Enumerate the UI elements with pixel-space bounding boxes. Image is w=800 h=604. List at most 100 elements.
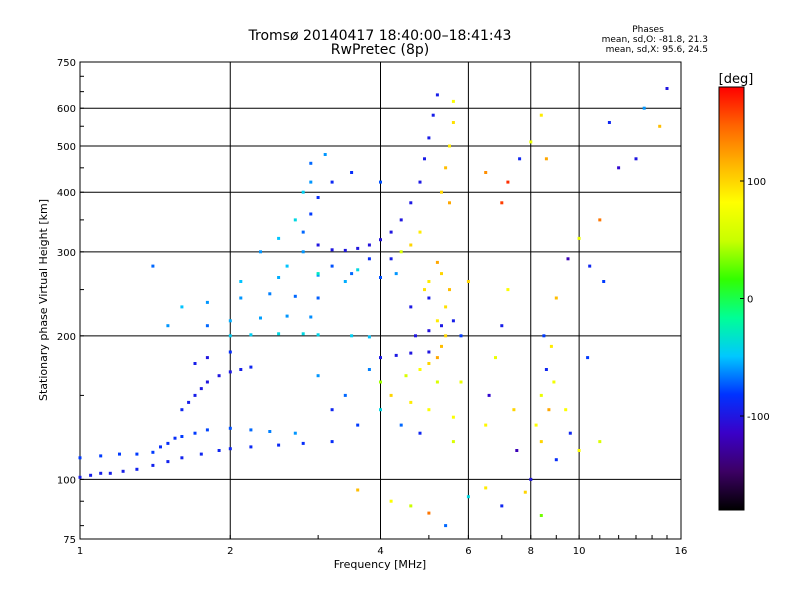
data-point [217,449,221,452]
data-point [665,87,669,90]
data-point [404,374,408,378]
data-point [427,136,431,140]
data-point [316,374,320,378]
data-point [217,374,221,378]
data-point [523,490,527,494]
y-tick-label: 500 [57,142,76,153]
data-point [330,408,334,412]
data-point [459,334,463,338]
data-point [598,218,602,222]
data-point [343,280,347,283]
data-point [173,436,177,440]
data-point [330,440,334,444]
data-point [506,180,510,184]
data-point [617,166,621,170]
data-point [350,272,354,276]
y-tick-label: 300 [57,248,76,259]
data-point [301,230,305,234]
y-tick-label: 75 [63,535,76,546]
data-point [515,449,519,452]
data-point [249,428,253,432]
data-point [466,495,470,499]
data-point [249,445,253,449]
data-point [539,393,543,397]
data-point [427,296,431,300]
data-point [268,430,272,433]
y-tick-label: 600 [57,104,76,115]
data-point [586,356,590,360]
data-point [448,288,451,292]
data-point [330,248,334,252]
data-point [293,431,297,435]
data-point [99,471,103,475]
x-axis-label: Frequency [MHz] [334,558,426,571]
data-point [544,368,548,371]
data-point [554,296,558,300]
data-point [399,423,403,427]
data-point [228,334,232,338]
data-point [440,190,443,194]
x-tick-label: 4 [377,546,383,557]
data-point [409,351,413,355]
data-point [423,288,426,292]
data-point [166,324,170,328]
data-point [343,248,347,252]
data-point [356,488,360,492]
data-point [529,140,533,144]
data-point [440,272,443,276]
data-point [389,499,393,503]
data-point [151,463,155,467]
y-axis-label: Stationary phase Virtual Height [km] [37,199,50,401]
data-point [249,365,253,369]
data-point [500,324,504,328]
data-point [409,243,413,247]
data-point [330,180,334,184]
data-point [542,334,546,338]
data-point [285,314,289,318]
data-point [277,276,281,279]
data-point [399,250,403,254]
data-point [448,201,451,205]
y-tick-label: 750 [57,58,76,69]
data-point [330,264,334,268]
data-point [598,440,602,444]
data-point [151,450,155,454]
data-point [500,201,504,205]
x-tick-label: 8 [528,546,534,557]
data-point [549,344,553,348]
data-point [343,393,347,397]
data-point [205,356,209,360]
data-point [451,99,455,103]
data-point [193,362,197,365]
data-point [451,319,455,323]
data-point [205,324,209,328]
data-point [451,440,455,444]
data-point [435,380,439,384]
data-point [423,157,426,161]
data-point [180,435,184,438]
data-point [78,475,82,479]
data-point [121,469,125,473]
chart-title: Tromsø 20140417 18:40:00–18:41:43 [248,28,512,44]
data-point [379,356,382,360]
data-point [316,272,320,276]
data-point [316,243,320,247]
data-point [435,93,439,97]
colorbar-tick-label: 0 [747,295,753,306]
data-point [135,467,139,471]
data-point [451,121,455,124]
data-point [180,408,184,412]
data-point [309,180,313,184]
data-point [367,335,371,339]
y-tick-label: 200 [57,332,76,343]
data-point [399,218,403,222]
data-point [193,393,197,397]
data-point [427,408,431,412]
data-point [564,408,568,412]
colorbar-tick-label: 100 [747,177,766,188]
data-point [506,288,510,292]
plot-grid [80,62,681,539]
data-points [78,87,669,528]
